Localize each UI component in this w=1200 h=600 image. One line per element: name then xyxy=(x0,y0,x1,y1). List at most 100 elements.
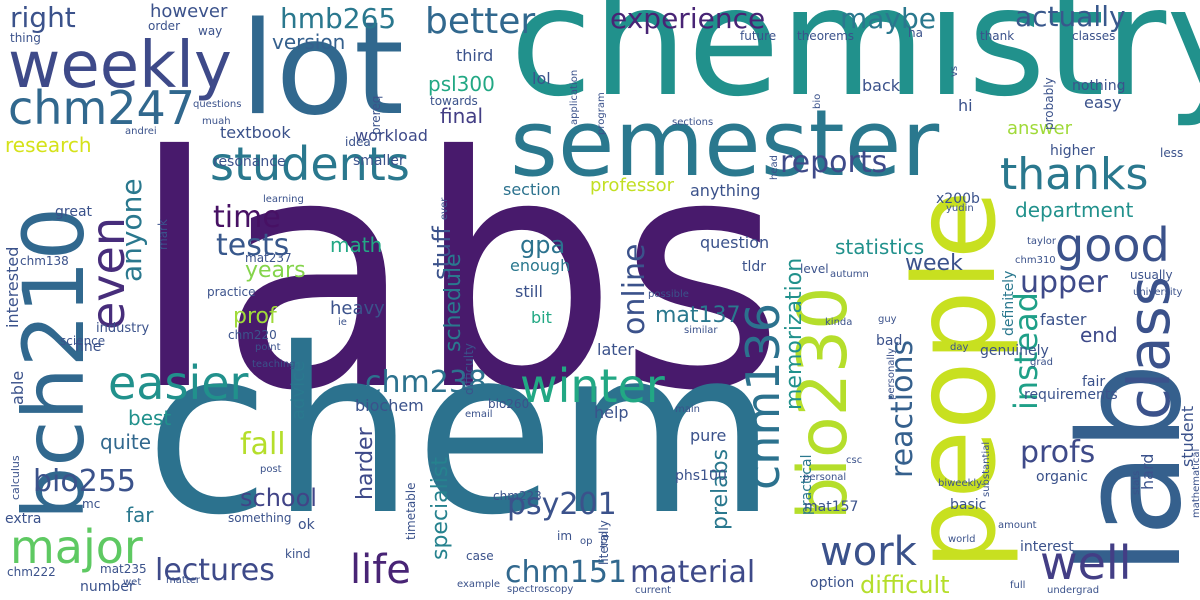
word-biochem: biochem xyxy=(355,396,424,415)
word-usually: usually xyxy=(1130,268,1173,282)
word-ie: ie xyxy=(338,317,347,328)
word-enough: enough xyxy=(510,256,571,275)
word-university: university xyxy=(1133,287,1183,298)
word-chm310: chm310 xyxy=(1015,255,1056,266)
word-prof: prof xyxy=(233,304,277,329)
word-autumn: autumn xyxy=(830,269,869,280)
word-bad: bad xyxy=(876,333,903,349)
word-way: way xyxy=(198,24,223,38)
word-matter: matter xyxy=(166,575,200,586)
word-case: case xyxy=(466,549,494,563)
word-head: head xyxy=(769,155,780,180)
word-quite: quite xyxy=(100,430,152,454)
word-psy201: psy201 xyxy=(507,487,617,522)
word-extra: extra xyxy=(5,511,42,527)
word-science: science xyxy=(60,334,106,348)
word-grad: grad xyxy=(1030,357,1053,368)
word-resonance: resonance xyxy=(213,154,286,170)
word-answer: answer xyxy=(1007,118,1073,139)
word-teaching: teaching xyxy=(252,359,296,370)
word-definitely: definitely xyxy=(1001,270,1017,336)
word-chm222: chm222 xyxy=(7,565,56,579)
word-statistics: statistics xyxy=(835,235,925,259)
word-chemistry: chemistry xyxy=(510,0,1200,130)
word-day: day xyxy=(950,342,969,353)
word-mat157: mat157 xyxy=(804,499,859,515)
word-lot: lot xyxy=(240,0,405,144)
word-school: school xyxy=(240,484,317,512)
word-guy: guy xyxy=(878,314,897,325)
word-personal: personal xyxy=(803,472,847,483)
word-difficulty: difficulty xyxy=(462,343,476,395)
word-program: program xyxy=(596,92,607,135)
word-timetable: timetable xyxy=(404,482,418,540)
word-fall: fall xyxy=(240,427,286,462)
word-difficult: difficult xyxy=(860,571,950,599)
word-however: however xyxy=(150,1,228,22)
word-smaller: smaller xyxy=(353,153,405,169)
word-chm220: chm220 xyxy=(228,328,277,342)
word-end: end xyxy=(1080,323,1118,347)
word-fair: fair xyxy=(1082,374,1106,390)
word-question: question xyxy=(700,233,770,252)
word-heavy: heavy xyxy=(330,298,385,319)
word-chm247: chm247 xyxy=(8,81,196,135)
word-profs: profs xyxy=(1020,435,1096,470)
word-easy: easy xyxy=(1084,93,1122,112)
word-version: version xyxy=(272,30,346,54)
word-future: future xyxy=(740,29,777,43)
word-ever: ever xyxy=(439,197,450,220)
word-kinda: kinda xyxy=(825,317,853,328)
word-far: far xyxy=(126,503,154,527)
word-thank: thank xyxy=(980,29,1015,43)
word-week: week xyxy=(905,251,963,276)
word-full: full xyxy=(1010,580,1026,591)
word-chm223: chm223 xyxy=(493,489,542,503)
word-example: example xyxy=(457,579,501,590)
word-undergrad: undergrad xyxy=(1047,585,1100,596)
word-maybe: maybe xyxy=(840,2,937,35)
word-amount: amount xyxy=(998,520,1037,531)
word-vs: vs xyxy=(949,65,960,77)
word-number: number xyxy=(80,579,135,595)
word-labs: labs xyxy=(130,89,785,461)
word-stats: stats xyxy=(1131,470,1142,495)
word-similar: similar xyxy=(684,325,718,336)
word-lectures: lectures xyxy=(155,553,275,588)
word-substantial: substantial xyxy=(981,441,992,497)
word-workload: workload xyxy=(355,126,428,145)
word-weekly: weekly xyxy=(8,29,232,103)
word-section: section xyxy=(503,180,561,199)
word-chem: chem xyxy=(145,299,778,565)
word-experience: experience xyxy=(610,2,766,35)
word-professor: professor xyxy=(590,175,675,196)
word-chm238: chm238 xyxy=(365,365,487,400)
word-memorization: memorization xyxy=(782,257,807,410)
word-ok: ok xyxy=(298,517,315,533)
word-yudin: yudin xyxy=(946,203,974,214)
word-math: math xyxy=(330,233,383,257)
word-reports: reports xyxy=(780,145,888,180)
word-towards: towards xyxy=(430,94,478,108)
word-years: years xyxy=(245,258,306,283)
word-mat235: mat235 xyxy=(100,562,147,576)
word-later: later xyxy=(597,340,634,359)
word-anything: anything xyxy=(690,181,761,200)
word-calculus: calculus xyxy=(9,455,22,500)
word-theorems: theorems xyxy=(797,29,855,43)
word-harder: harder xyxy=(353,427,378,500)
word-hard: hard xyxy=(1138,453,1157,490)
word-mathematical: mathematical xyxy=(1191,448,1200,518)
word-idea: idea xyxy=(345,135,371,149)
word-thing: thing xyxy=(10,31,41,45)
word-level: level xyxy=(800,262,829,276)
word-top: top xyxy=(599,531,610,548)
word-x200b: x200b xyxy=(936,191,980,207)
word-possible: possible xyxy=(648,289,689,300)
word-material: material xyxy=(630,555,756,590)
word-practice: practice xyxy=(207,285,256,299)
word-hi: hi xyxy=(958,96,973,115)
word-sections: sections xyxy=(672,117,714,128)
word-research: research xyxy=(5,133,92,157)
word-actually: actually xyxy=(1015,0,1126,33)
